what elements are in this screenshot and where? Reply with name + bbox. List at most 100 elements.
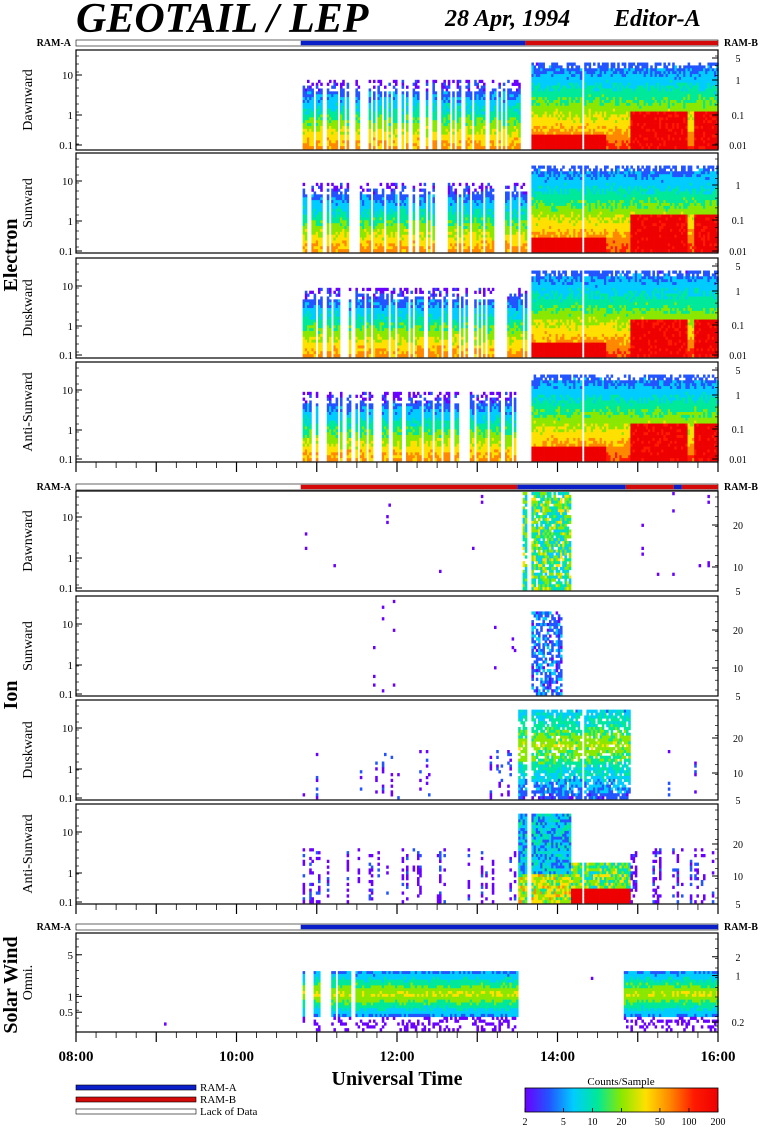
right-tick-label: 0.1 bbox=[732, 111, 745, 122]
y-tick-label: 0.1 bbox=[59, 246, 73, 258]
y-tick-label: 0.5 bbox=[59, 1007, 73, 1019]
spectrogram-cells bbox=[303, 63, 719, 150]
spectrogram-cells bbox=[305, 492, 710, 590]
ram-label-left: RAM-A bbox=[37, 482, 72, 493]
ram-label-right: RAM-B bbox=[724, 922, 758, 933]
right-tick-label: 0.1 bbox=[732, 321, 745, 332]
y-tick-label: 0.1 bbox=[59, 689, 73, 701]
x-tick-label: 10:00 bbox=[219, 1049, 254, 1065]
colorbar-tick-label: 5 bbox=[561, 1117, 566, 1128]
y-tick-label: 0.1 bbox=[59, 454, 73, 466]
ram-b-segment bbox=[682, 485, 718, 489]
right-tick-label: 5 bbox=[736, 587, 741, 598]
x-tick-label: 14:00 bbox=[540, 1049, 575, 1065]
group-label-ion: Ion bbox=[0, 681, 22, 710]
colorbar-tick-label: 100 bbox=[681, 1117, 696, 1128]
ram-b-segment bbox=[626, 485, 674, 489]
group-label-electron: Electron bbox=[0, 219, 22, 292]
y-tick-label: 1 bbox=[68, 660, 74, 672]
spectrogram-cells bbox=[303, 814, 715, 904]
panel-label: Omni. bbox=[21, 965, 36, 1000]
panel-label: Dawnward bbox=[21, 510, 36, 571]
y-tick-label: 0.1 bbox=[59, 897, 73, 909]
right-tick-label: 1 bbox=[736, 76, 741, 87]
x-tick-label: 16:00 bbox=[701, 1049, 736, 1065]
figure-date: 28 Apr, 1994 bbox=[444, 6, 570, 32]
panel-label: Anti-Sunward bbox=[21, 814, 36, 893]
ram-bar: RAM-A RAM-B bbox=[37, 922, 759, 933]
right-tick-label: 20 bbox=[733, 840, 743, 851]
y-tick-label: 0.1 bbox=[59, 140, 73, 152]
right-tick-label: 10 bbox=[733, 664, 743, 675]
spectrogram-cells bbox=[303, 271, 719, 358]
right-tick-label: 0.01 bbox=[729, 247, 747, 258]
ram-label-right: RAM-B bbox=[724, 482, 758, 493]
legend-swatch-lack-of-data bbox=[76, 1109, 196, 1114]
y-tick-label: 10 bbox=[62, 70, 74, 82]
right-tick-label: 0.1 bbox=[732, 216, 745, 227]
y-tick-label: 10 bbox=[62, 827, 74, 839]
y-tick-label: 1 bbox=[68, 216, 74, 228]
right-tick-label: 1 bbox=[736, 972, 741, 983]
panel-frame bbox=[76, 491, 718, 591]
y-tick-label: 10 bbox=[62, 281, 74, 293]
y-tick-label: 10 bbox=[62, 512, 74, 524]
y-tick-label: 1 bbox=[68, 553, 74, 565]
title-block: GEOTAIL / LEP 28 Apr, 1994 Editor-A bbox=[76, 0, 701, 42]
x-tick-label: 08:00 bbox=[59, 1049, 94, 1065]
group-labels: Electron Ion Solar Wind bbox=[0, 219, 22, 1034]
y-tick-label: 10 bbox=[62, 723, 74, 735]
right-tick-label: 5 bbox=[736, 796, 741, 807]
right-tick-label: 10 bbox=[733, 872, 743, 883]
ram-a-segment bbox=[301, 925, 718, 929]
panel-label: Dawnward bbox=[21, 69, 36, 130]
spectrogram-cells bbox=[303, 166, 719, 253]
ram-label-left: RAM-A bbox=[37, 38, 72, 49]
y-tick-label: 1 bbox=[68, 764, 74, 776]
spectrogram-cells bbox=[303, 710, 697, 800]
colorbar-title: Counts/Sample bbox=[587, 1076, 654, 1088]
spectrogram-cells bbox=[164, 971, 719, 1031]
spectrogram-cells bbox=[303, 375, 719, 462]
panel-label: Duskward bbox=[21, 721, 36, 779]
right-tick-label: 20 bbox=[733, 626, 743, 637]
ram-b-segment bbox=[525, 41, 718, 45]
y-tick-label: 0.1 bbox=[59, 793, 73, 805]
panel-label: Duskward bbox=[21, 279, 36, 337]
ram-legend: RAM-A RAM-B Lack of Data bbox=[76, 1082, 258, 1118]
y-tick-label: 0.1 bbox=[59, 583, 73, 595]
ram-label-left: RAM-A bbox=[37, 922, 72, 933]
right-tick-label: 0.1 bbox=[732, 425, 745, 436]
right-tick-label: 0.2 bbox=[732, 1018, 745, 1029]
right-tick-label: 5 bbox=[736, 692, 741, 703]
right-tick-label: 2 bbox=[736, 953, 741, 964]
panel-label: Sunward bbox=[21, 178, 36, 228]
right-tick-label: 5 bbox=[736, 366, 741, 377]
ram-a-segment bbox=[301, 41, 526, 45]
right-tick-label: 10 bbox=[733, 563, 743, 574]
legend-label-ram-b: RAM-B bbox=[200, 1094, 236, 1106]
y-tick-label: 10 bbox=[62, 176, 74, 188]
right-tick-label: 5 bbox=[736, 54, 741, 65]
y-tick-label: 1 bbox=[68, 110, 74, 122]
colorbar-tick-label: 50 bbox=[655, 1117, 665, 1128]
legend-swatch-ram-a bbox=[76, 1085, 196, 1090]
right-tick-label: 1 bbox=[736, 287, 741, 298]
y-tick-label: 1 bbox=[68, 425, 74, 437]
y-tick-label: 0.1 bbox=[59, 350, 73, 362]
colorbar: Counts/Sample 2 5 10 20 50 100 200 bbox=[523, 1076, 726, 1128]
legend-label-ram-a: RAM-A bbox=[200, 1082, 237, 1094]
legend-label-lack-of-data: Lack of Data bbox=[200, 1106, 258, 1118]
panel-label: Sunward bbox=[21, 621, 36, 671]
colorbar-tick-label: 200 bbox=[711, 1117, 726, 1128]
figure-title: GEOTAIL / LEP bbox=[76, 0, 369, 42]
figure-editor: Editor-A bbox=[613, 6, 701, 32]
legend-swatch-ram-b bbox=[76, 1097, 196, 1102]
y-tick-label: 1 bbox=[68, 991, 74, 1003]
ram-label-right: RAM-B bbox=[724, 38, 758, 49]
